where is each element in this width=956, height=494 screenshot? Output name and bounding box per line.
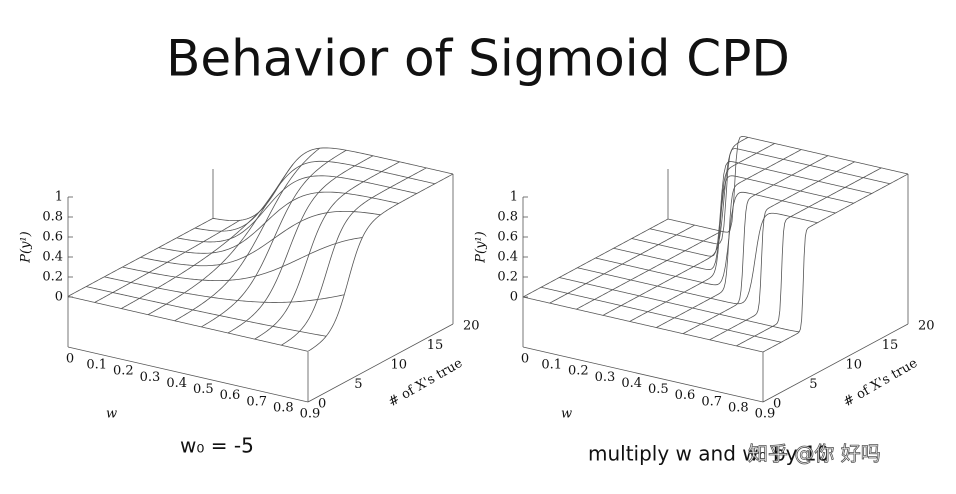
z-axis-label: P(y¹) — [19, 231, 34, 263]
z-tick-label: 0.2 — [497, 270, 518, 285]
x-tick-label: 0.4 — [166, 376, 187, 391]
x-tick-label: 0.9 — [300, 407, 321, 422]
x-tick-label: 0.2 — [568, 364, 589, 379]
x-tick-label: 0.7 — [246, 394, 267, 409]
surface-line — [595, 191, 836, 286]
y-tick-label: 10 — [391, 358, 408, 373]
caption: multiply w and w₀ by 10 — [588, 442, 829, 466]
x-tick-label: 0.1 — [86, 358, 107, 373]
z-tick-label: 0.8 — [497, 210, 518, 225]
surface-line — [147, 163, 294, 316]
surface-line — [176, 175, 417, 243]
z-tick-label: 0.8 — [42, 210, 63, 225]
y-tick-label: 20 — [918, 319, 935, 334]
surface-line — [86, 286, 327, 337]
x-tick-label: 0.6 — [220, 388, 241, 403]
x-tick-label: 0.5 — [193, 382, 214, 397]
z-tick-label: 0 — [55, 290, 63, 305]
box-edge — [762, 323, 909, 403]
surface-line — [649, 148, 890, 245]
x-tick-label: 0.2 — [113, 364, 134, 379]
z-tick-label: 0 — [510, 290, 518, 305]
surface-line — [227, 155, 374, 334]
watermark: 知乎 @你 好吗 — [748, 442, 881, 466]
surface-line — [194, 160, 435, 232]
z-axis-label: P(y¹) — [474, 231, 489, 263]
x-tick-label: 0.1 — [541, 358, 562, 373]
z-tick-label: 0.6 — [42, 230, 63, 245]
x-tick-label: 0.3 — [595, 370, 616, 385]
slide-title: Behavior of Sigmoid CPD — [166, 30, 790, 88]
x-tick-label: 0.5 — [648, 382, 669, 397]
x-axis-label: w — [561, 406, 572, 421]
surface-line — [140, 210, 381, 267]
x-axis-label: w — [106, 406, 117, 421]
z-tick-label: 1 — [55, 190, 63, 205]
surface-line — [122, 237, 363, 282]
z-tick-label: 0.4 — [42, 250, 63, 265]
surface-line — [667, 135, 909, 233]
x-tick-label: 0.8 — [728, 400, 749, 415]
y-tick-label: 15 — [427, 338, 444, 353]
surface-line — [541, 286, 782, 343]
surface-line — [67, 295, 309, 352]
x-tick-label: 0.3 — [140, 370, 161, 385]
surface-line — [104, 276, 345, 303]
x-tick-label: 0.4 — [621, 376, 642, 391]
surface-line — [559, 277, 800, 333]
x-tick-label: 0 — [521, 352, 529, 367]
y-tick-label: 20 — [463, 319, 480, 334]
x-tick-label: 0.8 — [273, 400, 294, 415]
x-tick-label: 0 — [66, 352, 74, 367]
surface-line — [212, 147, 454, 222]
box-edge — [522, 346, 764, 403]
box-edge — [67, 346, 309, 403]
caption: w₀ = -5 — [180, 434, 254, 458]
x-tick-label: 0.9 — [755, 407, 776, 422]
x-tick-label: 0.7 — [701, 394, 722, 409]
surface-line — [631, 161, 872, 257]
y-tick-label: 10 — [846, 358, 863, 373]
surface-line — [158, 191, 399, 254]
y-tick-label: 15 — [882, 338, 899, 353]
box-edge — [307, 323, 454, 403]
surface-line — [682, 155, 829, 335]
surface-line — [736, 167, 882, 347]
y-tick-label: 5 — [809, 377, 817, 392]
y-tick-label: 5 — [354, 377, 362, 392]
surface-line — [577, 212, 818, 305]
surface-line — [613, 175, 854, 270]
z-tick-label: 0.4 — [497, 250, 518, 265]
z-tick-label: 1 — [510, 190, 518, 205]
surface-line — [522, 296, 764, 353]
y-tick-label: 0 — [318, 397, 326, 412]
surface-line — [629, 143, 775, 322]
z-tick-label: 0.2 — [42, 270, 63, 285]
z-tick-label: 0.6 — [497, 230, 518, 245]
surface-line — [762, 173, 909, 353]
y-tick-label: 0 — [773, 397, 781, 412]
x-tick-label: 0.6 — [675, 388, 696, 403]
